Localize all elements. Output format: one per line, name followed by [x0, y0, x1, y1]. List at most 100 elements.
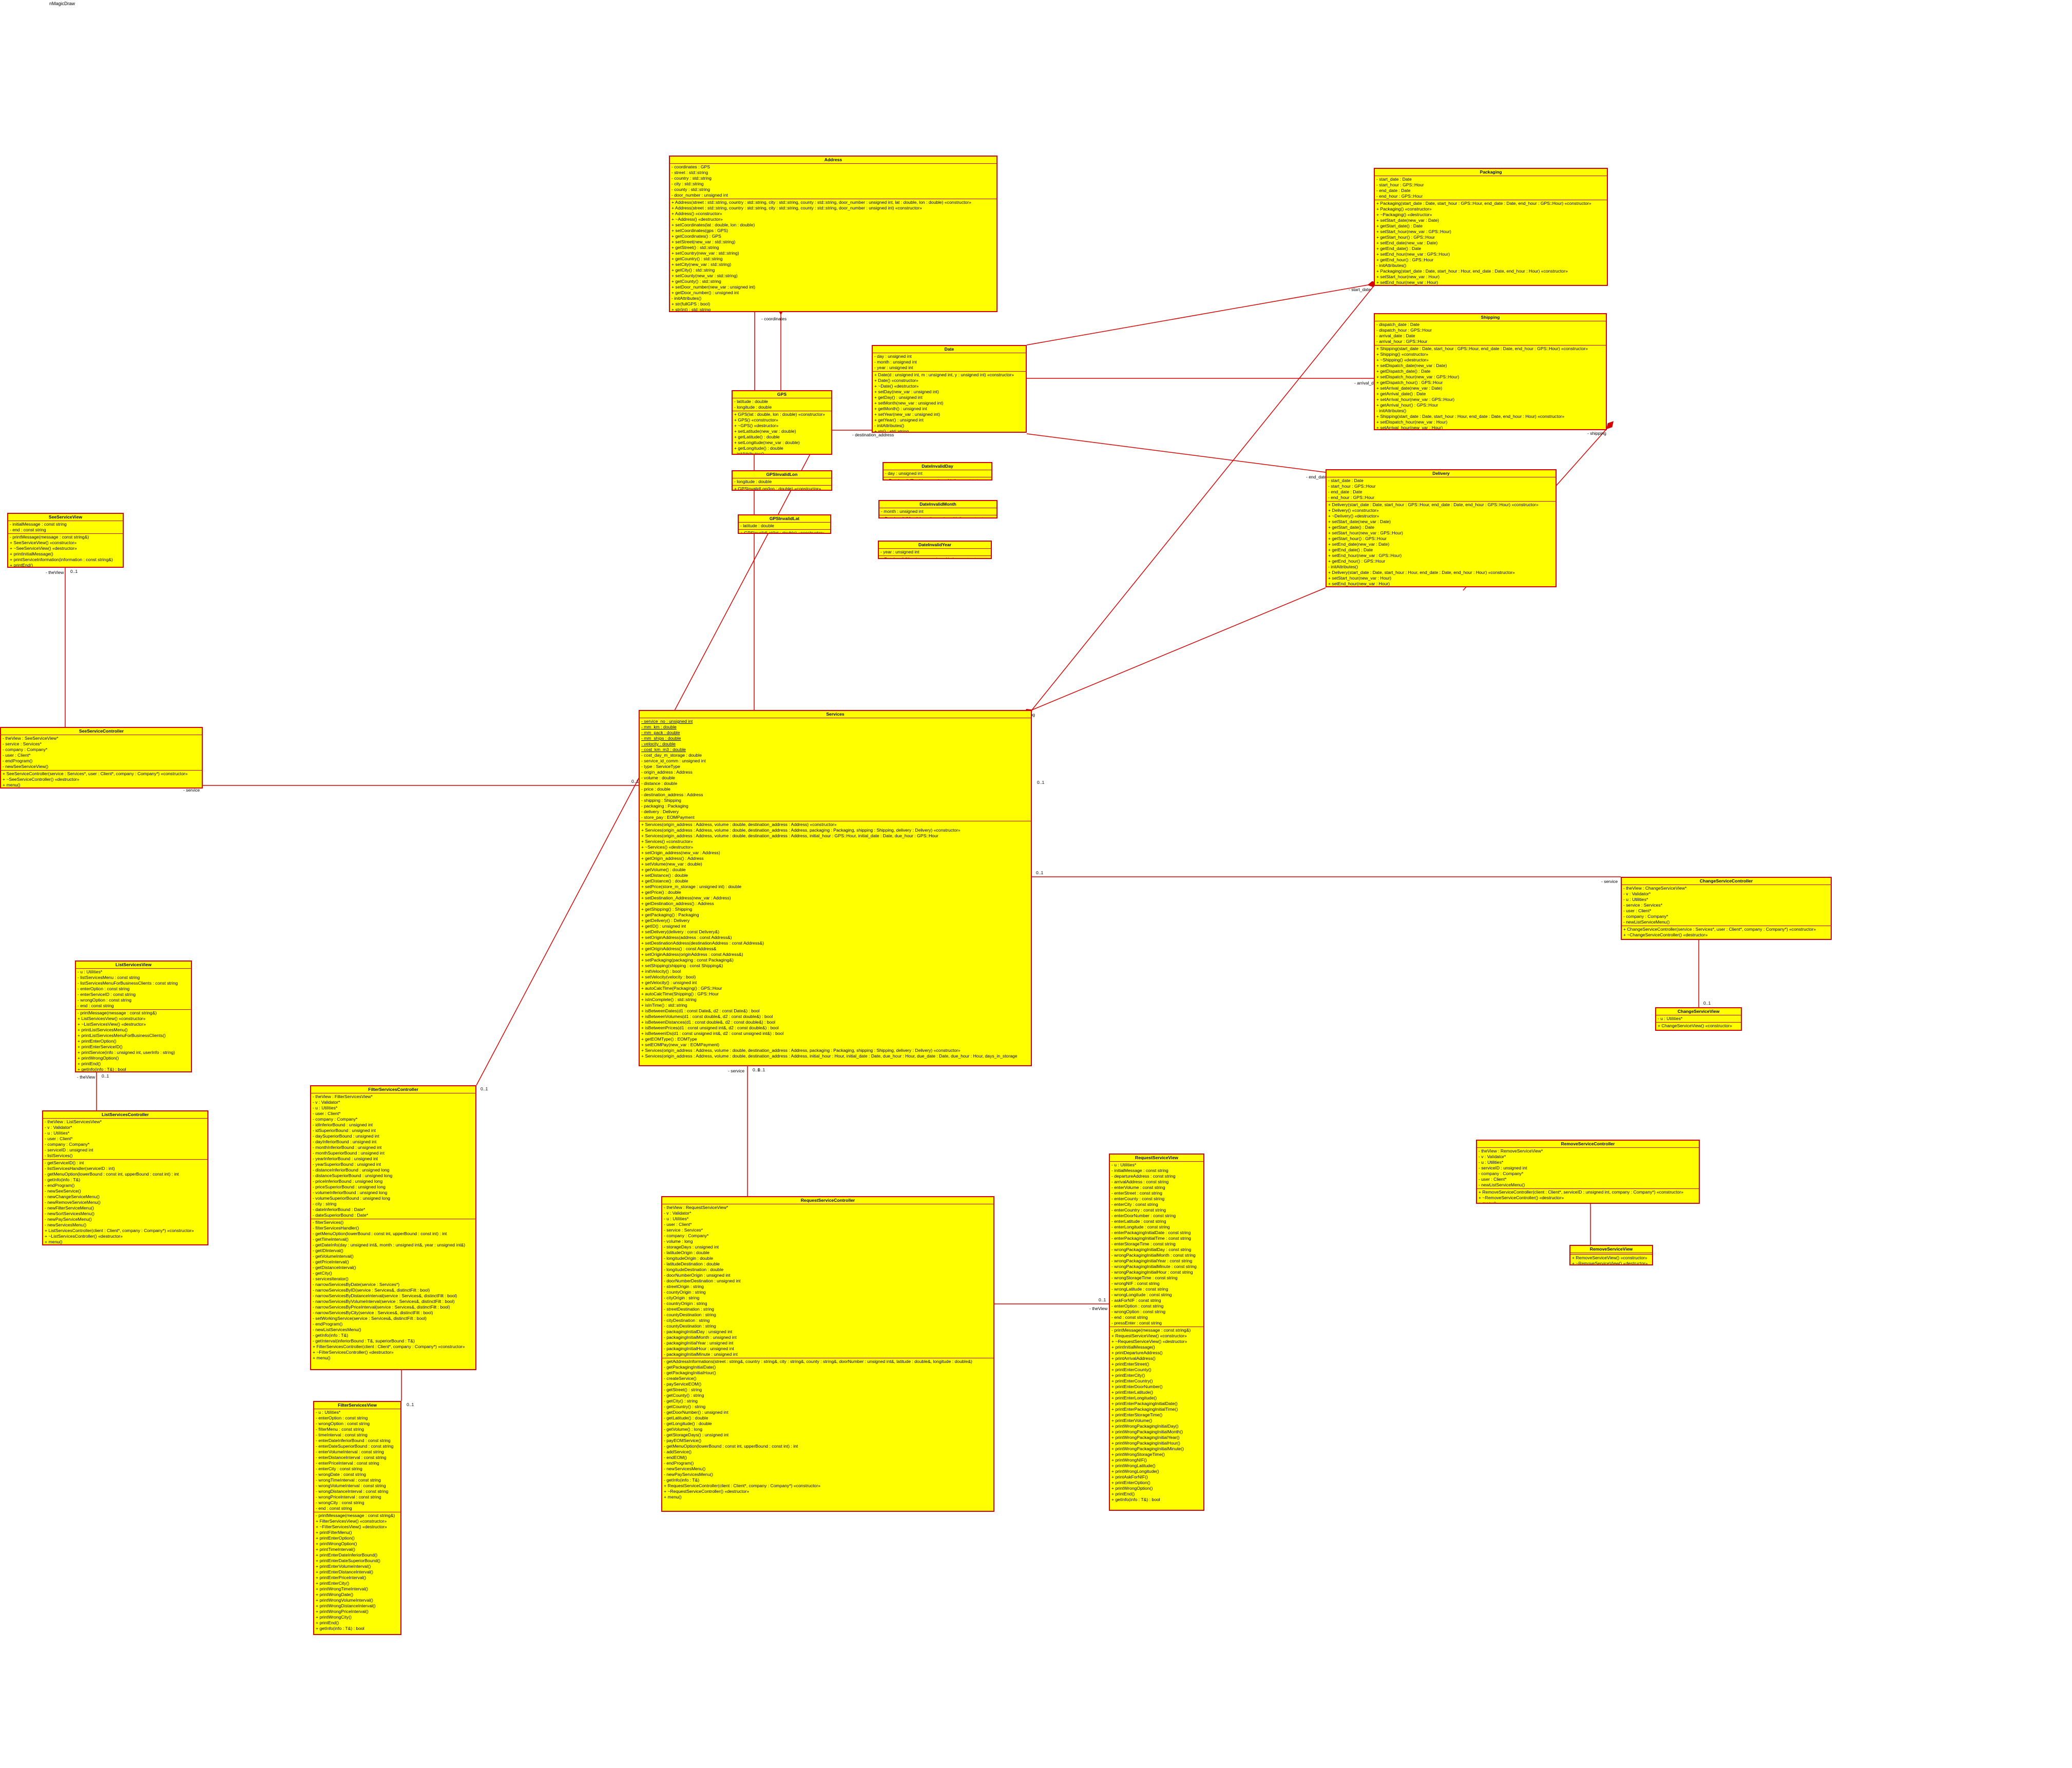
operation: - getLatitude() : double — [664, 1415, 708, 1420]
operation-list: - printMessage(message : const string&) +… — [8, 534, 123, 568]
class-delivery[interactable]: Delivery - start_date : Date - start_hour … — [1326, 469, 1557, 587]
attribute: - month : unsigned int — [874, 359, 917, 364]
operation: + setStart_date(new_var : Date) — [1376, 218, 1440, 223]
class-dateinvalidday[interactable]: DateInvalidDay - day : unsigned int + Date… — [882, 462, 992, 481]
attribute: - enterPackagingInitialDate : const stri… — [1111, 1230, 1191, 1235]
class-filterservicescontroller[interactable]: FilterServicesController - theView : Filt… — [310, 1085, 476, 1370]
attribute: - destination_address : Address — [641, 792, 703, 797]
operation: + menu() — [1479, 1201, 1497, 1204]
operation: + setDistance() : double — [641, 873, 688, 878]
class-gpsinvalidlat[interactable]: GPSInvalidLat - latitude : double + GPSInv… — [738, 514, 831, 534]
class-listservicesview[interactable]: ListServicesView - u : Utilities* - listSe… — [75, 960, 192, 1072]
operation: + Services(origin_address : Address, vol… — [641, 1053, 1018, 1059]
class-seeservicecontroller[interactable]: SeeServiceController - theView : SeeServi… — [0, 727, 203, 789]
attribute: - packagingInitialYear : unsigned int — [664, 1340, 734, 1346]
operation-list: - printMessage(message : const string&) +… — [1110, 1327, 1203, 1503]
operation: + getMonth() : unsigned int — [874, 406, 927, 411]
operation-list: - printMessage(message : const string&) +… — [76, 1010, 191, 1071]
attribute: - pressEnter : const string — [1111, 1320, 1162, 1325]
attribute: - latitudeOrigin : double — [664, 1250, 709, 1255]
role-label: - arrival_date — [1354, 380, 1380, 386]
class-removeservicecontroller[interactable]: RemoveServiceController - theView : Remov… — [1476, 1140, 1700, 1204]
class-shipping[interactable]: Shipping - dispatch_date : Date - dispatch… — [1374, 313, 1607, 430]
class-filterservicesview[interactable]: FilterServicesView - u : Utilities* - ente… — [313, 1401, 401, 1635]
operation: + printEnterStreet() — [1111, 1361, 1149, 1367]
operation: + setVelocity(velocity : bool) — [641, 974, 696, 979]
operation: + getArrival_hour() : GPS::Hour — [1376, 402, 1438, 408]
attribute: - priceSuperiorBound : unsigned long — [313, 1184, 386, 1189]
operation: - newServicesMenu() — [45, 1222, 87, 1227]
attribute: - packagingInitialHour : unsigned int — [664, 1346, 734, 1351]
class-listservicescontroller[interactable]: ListServicesController - theView : ListSe… — [42, 1110, 208, 1245]
operation: - getDateInfo(day : unsigned int&, month… — [313, 1242, 466, 1247]
relation-composition[interactable] — [1031, 587, 1326, 710]
operation: + RequestServiceView() «constructor» — [1111, 1333, 1187, 1338]
attribute: - county : std::string — [672, 187, 710, 192]
attribute-list: - start_date : Date - start_hour : GPS::H… — [1375, 176, 1607, 200]
operation-list: + RemoveServiceView() «constructor» + ~Re… — [1570, 1255, 1652, 1264]
class-removeserviceview[interactable]: RemoveServiceView + RemoveServiceView() «… — [1569, 1245, 1653, 1265]
class-dateinvalidyear[interactable]: DateInvalidYear - year : unsigned int + Da… — [878, 541, 992, 559]
operation: + getYear() : unsigned int — [874, 417, 924, 422]
attribute: - daySuperiorBound : unsigned int — [313, 1133, 379, 1139]
operation: + ~Packaging() «destructor» — [1376, 212, 1432, 217]
operation: + ~ListServicesView() «destructor» — [78, 1022, 146, 1027]
class-requestservicecontroller[interactable]: RequestServiceController - theView : Requ… — [661, 1196, 994, 1512]
operation: + getDoor_number() : unsigned int — [672, 290, 739, 295]
operation: - narrowServicesByCity(service : Service… — [313, 1310, 433, 1315]
operation: + printWrongPackagingInitialMonth() — [1111, 1429, 1183, 1434]
class-gps[interactable]: GPS - latitude : double - longitude : doub… — [732, 390, 832, 455]
relation-composition[interactable] — [1026, 284, 1369, 345]
operation: + printEnd() — [10, 563, 33, 568]
operation: - getCountry() : string — [664, 1404, 706, 1409]
operation: + Services(origin_address : Address, vol… — [641, 828, 961, 833]
attribute: - price : double — [641, 786, 670, 792]
class-services[interactable]: Services - service_no : unsigned int - mm_… — [639, 710, 1032, 1066]
class-changeserviceview[interactable]: ChangeServiceView - u : Utilities* + Chang… — [1655, 1007, 1742, 1031]
operation: - newPayServiceMenu() — [45, 1217, 92, 1222]
class-title: FilterServicesController — [311, 1086, 475, 1093]
class-seeserviceview[interactable]: SeeServiceView - initialMessage : const s… — [7, 513, 124, 568]
attribute-list: - u : Utilities* - enterOption : const st… — [314, 1409, 400, 1512]
attribute: - door_number : unsigned int — [672, 193, 728, 198]
relation-composition[interactable] — [1026, 433, 1326, 473]
attribute-list: - latitude : double - longitude : double — [733, 398, 831, 411]
attribute-list: - day : unsigned int - month : unsigned i… — [873, 353, 1026, 372]
class-date[interactable]: Date - day : unsigned int - month : unsign… — [872, 345, 1027, 433]
attribute: - idSuperiorBound : unsigned int — [313, 1128, 376, 1133]
operation: + Delivery(start_date : Date, start_hour… — [1328, 570, 1515, 575]
operation: + setDestinationAddress(destinationAddre… — [641, 940, 764, 946]
operation: - narrowServicesByVolumeInterval(service… — [313, 1299, 455, 1304]
operation: + getStart_hour() : GPS::Hour — [1328, 536, 1387, 541]
attribute: - wrongDate : const string — [316, 1472, 366, 1477]
attribute: - end : const string — [316, 1506, 352, 1511]
operation: - narrowServicesByDate(service : Service… — [313, 1282, 400, 1287]
class-title: ChangeServiceController — [1622, 878, 1831, 885]
operation: + printWrongNIF() — [1111, 1457, 1147, 1463]
attribute: - idInferiorBound : unsigned int — [313, 1122, 373, 1127]
role-label: - destination_address — [852, 432, 894, 437]
relation-composition[interactable] — [1031, 285, 1374, 710]
attribute: - company : Company* — [1479, 1171, 1524, 1176]
attribute-list: - service_no : unsigned int - mm_km : dou… — [640, 718, 1031, 821]
operation: + Delivery(start_date : Date, start_hour… — [1328, 502, 1539, 507]
operation: + setStart_hour(new_var : GPS::Hour) — [1328, 530, 1403, 535]
attribute: - distanceSuperiorBound : unsigned long — [313, 1173, 393, 1178]
attribute: - enterOption : const string — [316, 1415, 368, 1420]
class-packaging[interactable]: Packaging - start_date : Date - start_hour… — [1374, 168, 1608, 286]
operation: + setOriginAddress(originAddress : const… — [641, 952, 743, 957]
class-dateinvalidmonth[interactable]: DateInvalidMonth - month : unsigned int + … — [878, 500, 997, 518]
role-label: - service — [728, 1068, 744, 1073]
operation: + setCoordinates(lat : double, lon : dou… — [672, 222, 755, 227]
class-changeservicecontroller[interactable]: ChangeServiceController - theView : Chang… — [1621, 877, 1832, 940]
attribute: - end_date : Date — [1328, 489, 1363, 494]
class-title: ChangeServiceView — [1656, 1008, 1741, 1015]
operation: + getVolume() : double — [641, 867, 686, 872]
attribute: - volumeInferiorBound : unsigned long — [313, 1190, 388, 1195]
attribute: - theView : SeeServiceView* — [3, 736, 59, 741]
role-label: - end_date — [1306, 474, 1327, 479]
class-address[interactable]: Address - coordinates : GPS - street : std… — [669, 156, 997, 312]
class-requestserviceview[interactable]: RequestServiceView - u : Utilities* - init… — [1109, 1154, 1204, 1511]
attribute: - end : const string — [10, 527, 46, 532]
class-gpsinvalidlon[interactable]: GPSInvalidLon - longitude : double + GPSIn… — [732, 470, 832, 491]
